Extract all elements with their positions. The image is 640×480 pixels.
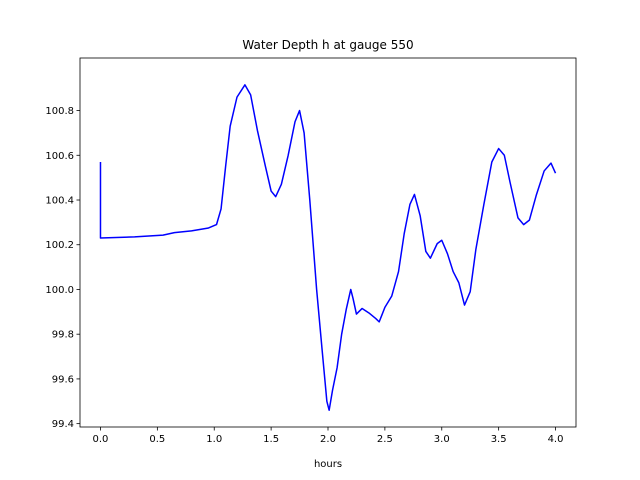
x-tick-label-3: 1.5 [263,434,279,445]
x-tick-label-2: 1.0 [206,434,222,445]
x-tick-label-0: 0.0 [93,434,109,445]
y-tick-label-7: 100.8 [45,106,74,117]
x-tick-label-8: 4.0 [548,434,564,445]
x-tick-label-5: 2.5 [377,434,393,445]
x-tick-label-1: 0.5 [149,434,165,445]
chart-title: Water Depth h at gauge 550 [242,38,413,52]
plot-area: 0.0 0.5 1.0 1.5 2.0 2.5 3.0 3.5 4.0 99.4 99.6 99.8 1… [45,57,577,445]
y-tick-label-0: 99.4 [52,419,74,430]
series-line-0 [99,84,557,411]
x-tick-label-6: 3.0 [434,434,450,445]
y-tick-label-3: 100.0 [45,285,74,296]
y-tick-label-2: 99.8 [52,330,74,341]
y-tick-label-1: 99.6 [52,374,74,385]
x-tick-label-7: 3.5 [491,434,507,445]
y-tick-label-4: 100.2 [45,240,74,251]
y-tick-label-6: 100.6 [45,151,74,162]
y-tick-label-5: 100.4 [45,196,74,207]
x-tick-label-4: 2.0 [320,434,336,445]
x-axis-label: hours [314,459,342,470]
